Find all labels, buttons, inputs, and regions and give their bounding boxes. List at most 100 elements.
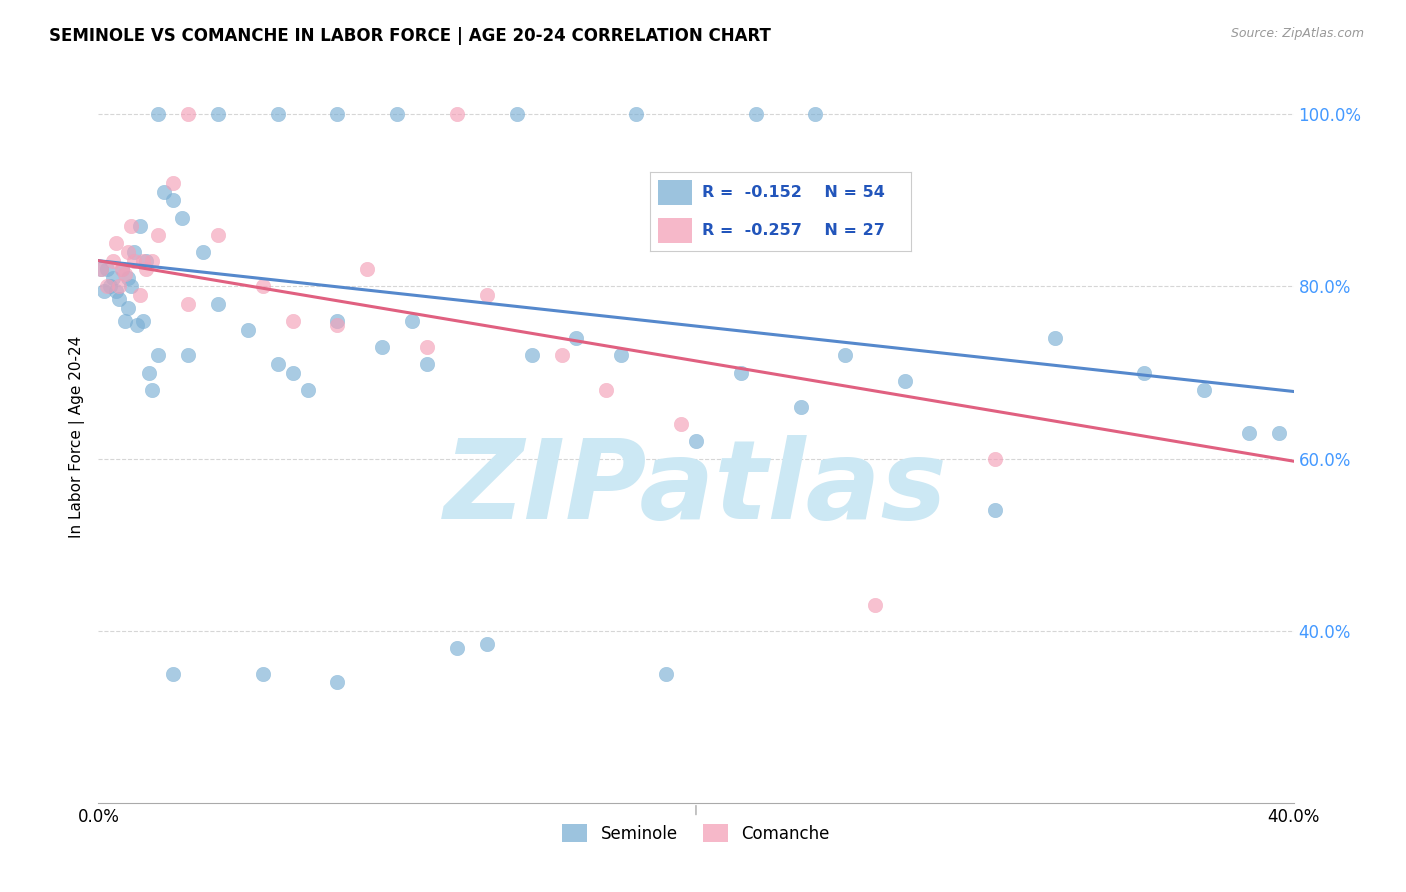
Point	[135, 253, 157, 268]
Point	[105, 236, 128, 251]
Point	[98, 279, 122, 293]
Point	[148, 227, 170, 242]
Point	[385, 107, 409, 121]
Point	[207, 296, 229, 310]
Point	[550, 348, 572, 362]
Point	[669, 417, 692, 432]
Point	[117, 271, 139, 285]
Point	[117, 301, 139, 315]
Point	[281, 314, 304, 328]
Point	[595, 383, 617, 397]
Point	[252, 279, 274, 293]
Point	[191, 245, 214, 260]
Text: ZIPatlas: ZIPatlas	[444, 434, 948, 541]
Point	[141, 253, 163, 268]
Point	[1133, 366, 1156, 380]
Point	[1237, 425, 1260, 440]
Point	[103, 271, 125, 285]
Point	[416, 340, 439, 354]
Point	[132, 314, 155, 328]
Point	[626, 107, 648, 121]
Point	[236, 322, 259, 336]
Point	[177, 107, 200, 121]
Point	[565, 331, 588, 345]
Point	[326, 314, 349, 328]
Y-axis label: In Labor Force | Age 20-24: In Labor Force | Age 20-24	[69, 336, 84, 538]
Point	[177, 296, 200, 310]
Point	[446, 640, 468, 655]
Text: Source: ZipAtlas.com: Source: ZipAtlas.com	[1230, 27, 1364, 40]
Point	[401, 314, 423, 328]
Point	[177, 348, 200, 362]
Point	[114, 267, 136, 281]
Point	[90, 262, 112, 277]
Point	[172, 211, 194, 225]
Point	[114, 314, 136, 328]
Point	[105, 284, 128, 298]
Point	[865, 598, 887, 612]
Point	[475, 637, 498, 651]
Point	[96, 262, 118, 277]
Point	[93, 284, 115, 298]
Point	[132, 253, 155, 268]
Point	[326, 107, 349, 121]
Text: SEMINOLE VS COMANCHE IN LABOR FORCE | AGE 20-24 CORRELATION CHART: SEMINOLE VS COMANCHE IN LABOR FORCE | AG…	[49, 27, 770, 45]
Point	[745, 107, 768, 121]
Point	[129, 288, 152, 302]
Point	[207, 227, 229, 242]
Point	[120, 219, 142, 234]
Point	[162, 194, 184, 208]
Point	[267, 107, 290, 121]
Point	[138, 366, 160, 380]
Point	[252, 666, 274, 681]
Point	[475, 288, 498, 302]
Point	[416, 357, 439, 371]
Point	[141, 383, 163, 397]
Point	[685, 434, 707, 449]
Point	[789, 400, 811, 414]
Point	[124, 245, 146, 260]
Point	[162, 176, 184, 190]
Point	[834, 348, 856, 362]
Point	[135, 262, 157, 277]
Point	[1267, 425, 1289, 440]
Point	[108, 279, 131, 293]
Point	[103, 253, 125, 268]
Point	[1043, 331, 1066, 345]
Point	[129, 219, 152, 234]
Point	[984, 451, 1007, 466]
Point	[520, 348, 543, 362]
Legend: Seminole, Comanche: Seminole, Comanche	[555, 818, 837, 849]
Point	[506, 107, 529, 121]
Point	[90, 262, 112, 277]
Point	[124, 253, 146, 268]
Point	[111, 262, 134, 277]
FancyBboxPatch shape	[658, 219, 692, 244]
Point	[446, 107, 468, 121]
Point	[281, 366, 304, 380]
Text: R =  -0.152    N = 54: R = -0.152 N = 54	[702, 186, 884, 201]
Text: R =  -0.257    N = 27: R = -0.257 N = 27	[702, 223, 884, 238]
Point	[894, 374, 917, 388]
Point	[96, 279, 118, 293]
Point	[655, 666, 678, 681]
Point	[111, 262, 134, 277]
Point	[108, 293, 131, 307]
Point	[371, 340, 394, 354]
Point	[148, 107, 170, 121]
Point	[117, 245, 139, 260]
Point	[267, 357, 290, 371]
Point	[730, 366, 752, 380]
Point	[148, 348, 170, 362]
Point	[984, 503, 1007, 517]
Point	[1192, 383, 1215, 397]
Point	[120, 279, 142, 293]
Point	[127, 318, 149, 333]
Point	[326, 318, 349, 333]
Point	[153, 185, 176, 199]
Point	[297, 383, 319, 397]
Point	[162, 666, 184, 681]
Point	[610, 348, 633, 362]
Point	[804, 107, 827, 121]
Point	[356, 262, 378, 277]
